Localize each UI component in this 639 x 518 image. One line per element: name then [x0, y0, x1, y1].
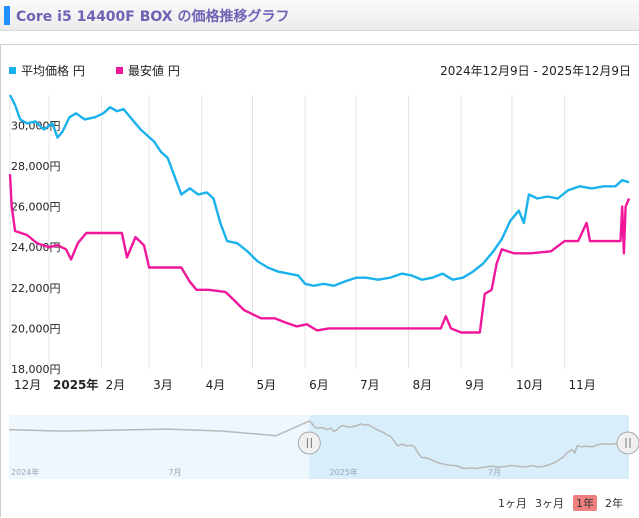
avg-price-series-line: [8, 94, 630, 287]
x-tick-label: 7月: [360, 378, 380, 392]
x-tick-label: 2月: [106, 378, 126, 392]
zoom-button[interactable]: 1ヶ月: [498, 497, 527, 510]
navigator-labels: 2024年 7月 2025年 7月: [11, 467, 501, 477]
x-tick-label: 2025年: [53, 377, 98, 392]
y-tick-label: 30,000円: [11, 119, 61, 132]
min-price-series-line: [8, 174, 631, 334]
y-axis-ticks: 18,000円 20,000円 22,000円 24,000円 26,000円 28,00…: [11, 119, 61, 376]
zoom-button-active-bg: [573, 495, 597, 511]
x-tick-label: 8月: [413, 378, 433, 392]
zoom-buttons[interactable]: 1ヶ月 3ヶ月 1年 2年: [498, 495, 623, 511]
navigator-tick-label: 2025年: [330, 467, 358, 477]
navigator-series-line: [8, 420, 630, 470]
zoom-button-label[interactable]: 1年: [576, 496, 594, 510]
zoom-button-label[interactable]: 3ヶ月: [535, 497, 564, 510]
y-tick-label: 28,000円: [11, 160, 61, 173]
legend-min-marker: [116, 67, 123, 74]
legend-avg-label[interactable]: 平均価格 円: [21, 63, 85, 78]
x-tick-label: 10月: [516, 378, 543, 392]
navigator-left-handle[interactable]: [297, 431, 321, 455]
legend-avg-marker: [9, 67, 16, 74]
zoom-button[interactable]: 3ヶ月: [535, 497, 564, 510]
navigator-tick-label: 7月: [488, 468, 501, 477]
price-history-chart: 平均価格 円 最安値 円 2024年12月9日 - 2025年12月9日 18,…: [8, 63, 639, 511]
x-tick-label: 6月: [309, 378, 329, 392]
chart-panel: 平均価格 円 最安値 円 2024年12月9日 - 2025年12月9日 18,…: [0, 44, 639, 517]
navigator-tick-label: 7月: [168, 468, 181, 477]
legend-min-label[interactable]: 最安値 円: [128, 63, 180, 78]
y-tick-label: 22,000円: [11, 282, 61, 295]
zoom-button-label[interactable]: 2年: [605, 496, 623, 510]
y-tick-label: 26,000円: [11, 201, 61, 214]
x-tick-label: 9月: [465, 378, 485, 392]
date-range-label: 2024年12月9日 - 2025年12月9日: [440, 64, 631, 78]
y-tick-label: 24,000円: [11, 241, 61, 254]
zoom-button[interactable]: 2年: [605, 496, 623, 510]
legend[interactable]: 平均価格 円 最安値 円: [9, 63, 180, 78]
x-axis-ticks: 12月 2025年 2月 3月 4月 5月 6月 7月 8月 9月 10月 11月: [14, 377, 596, 392]
x-tick-label: 3月: [153, 378, 173, 392]
x-tick-label: 4月: [206, 378, 226, 392]
zoom-button-label[interactable]: 1ヶ月: [498, 497, 527, 510]
x-tick-label: 11月: [569, 378, 596, 392]
y-tick-label: 18,000円: [11, 363, 61, 376]
page-title: Core i5 14400F BOX の価格推移グラフ: [16, 9, 290, 25]
x-tick-label: 12月: [14, 378, 41, 392]
y-tick-label: 20,000円: [11, 322, 61, 335]
title-bar: Core i5 14400F BOX の価格推移グラフ: [0, 0, 639, 31]
navigator-tick-label: 2024年: [11, 467, 39, 477]
title-accent-bar: [4, 6, 10, 25]
grid-layer: [9, 95, 566, 369]
range-navigator[interactable]: 2024年 7月 2025年 7月: [8, 415, 639, 479]
series-layer: [8, 94, 631, 334]
handle-left-knob[interactable]: [297, 431, 321, 455]
x-tick-label: 5月: [257, 378, 277, 392]
zoom-button[interactable]: 1年: [573, 495, 597, 511]
handle-right-knob[interactable]: [616, 431, 639, 455]
navigator-right-handle[interactable]: [616, 431, 639, 455]
